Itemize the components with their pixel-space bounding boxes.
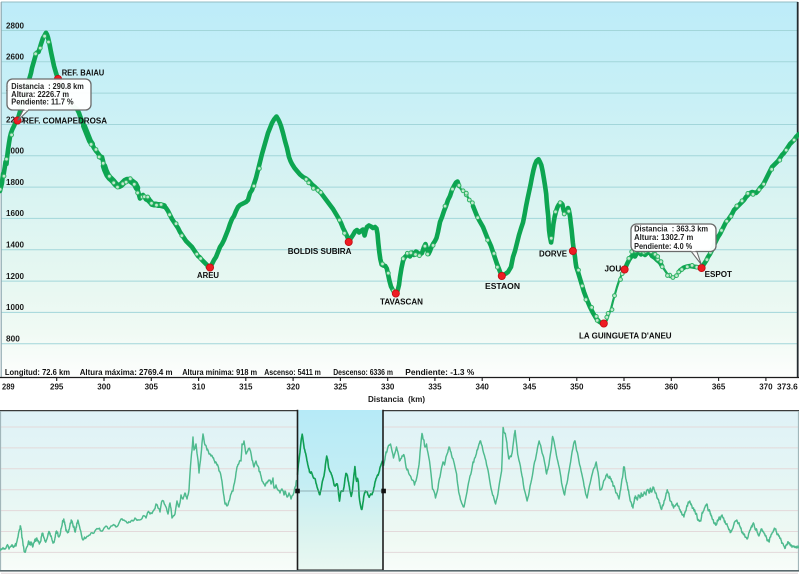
svg-text:TAVASCAN: TAVASCAN bbox=[380, 297, 423, 307]
svg-text:2000: 2000 bbox=[6, 146, 24, 156]
svg-text:330: 330 bbox=[381, 382, 395, 392]
svg-text:2600: 2600 bbox=[6, 52, 24, 62]
svg-text:AREU: AREU bbox=[197, 270, 219, 280]
svg-text:Ascenso: 5411 m: Ascenso: 5411 m bbox=[264, 367, 321, 377]
svg-text:305: 305 bbox=[145, 382, 159, 392]
svg-text:ESPOT: ESPOT bbox=[705, 269, 733, 279]
svg-text:365: 365 bbox=[712, 382, 726, 392]
svg-text:295: 295 bbox=[50, 382, 64, 392]
svg-text:ESTAON: ESTAON bbox=[485, 281, 520, 291]
svg-text:345: 345 bbox=[523, 382, 537, 392]
svg-text:LA GUINGUETA D'ANEU: LA GUINGUETA D'ANEU bbox=[579, 331, 672, 341]
svg-text:300: 300 bbox=[97, 382, 111, 392]
svg-text:Pendiente: 11.7 %: Pendiente: 11.7 % bbox=[11, 97, 74, 107]
svg-text:370: 370 bbox=[759, 382, 773, 392]
svg-text:289: 289 bbox=[2, 382, 15, 392]
svg-text:325: 325 bbox=[334, 382, 348, 392]
svg-text:350: 350 bbox=[570, 382, 584, 392]
svg-text:1400: 1400 bbox=[6, 240, 24, 250]
svg-text:DORVE: DORVE bbox=[539, 249, 567, 259]
svg-text:Distancia : 290.8 km: Distancia : 290.8 km bbox=[11, 81, 84, 91]
svg-text:800: 800 bbox=[6, 334, 20, 344]
svg-text:315: 315 bbox=[239, 382, 253, 392]
svg-text:335: 335 bbox=[428, 382, 442, 392]
svg-text:340: 340 bbox=[476, 382, 490, 392]
svg-text:360: 360 bbox=[665, 382, 679, 392]
svg-text:Descenso: 6336 m: Descenso: 6336 m bbox=[333, 367, 393, 377]
svg-text:Altura: 2226.7 m: Altura: 2226.7 m bbox=[11, 89, 69, 99]
svg-text:Distancia (km): Distancia (km) bbox=[368, 394, 425, 404]
svg-text:373.6: 373.6 bbox=[777, 382, 798, 392]
svg-text:Altura máxima: 2769.4 m: Altura máxima: 2769.4 m bbox=[80, 367, 173, 377]
svg-text:JOU: JOU bbox=[605, 264, 622, 274]
svg-text:Pendiente: 4.0 %: Pendiente: 4.0 % bbox=[634, 241, 693, 251]
svg-text:1800: 1800 bbox=[6, 177, 24, 187]
svg-text:310: 310 bbox=[192, 382, 206, 392]
svg-text:Longitud: 72.6 km: Longitud: 72.6 km bbox=[5, 367, 70, 377]
svg-text:REF. BAIAU: REF. BAIAU bbox=[62, 68, 105, 78]
svg-text:355: 355 bbox=[617, 382, 631, 392]
svg-text:Altura: 1302.7 m: Altura: 1302.7 m bbox=[634, 232, 693, 242]
svg-text:2800: 2800 bbox=[6, 20, 24, 30]
svg-text:Pendiente: -1.3 %: Pendiente: -1.3 % bbox=[405, 367, 474, 377]
svg-text:1000: 1000 bbox=[6, 302, 24, 312]
svg-text:Distancia : 363.3 km: Distancia : 363.3 km bbox=[634, 223, 708, 233]
svg-text:Altura mínima: 918 m: Altura mínima: 918 m bbox=[182, 367, 257, 377]
svg-text:BOLDIS SUBIRA: BOLDIS SUBIRA bbox=[288, 246, 352, 256]
svg-text:REF. COMAPEDROSA: REF. COMAPEDROSA bbox=[23, 116, 107, 126]
svg-text:320: 320 bbox=[286, 382, 300, 392]
svg-text:1600: 1600 bbox=[6, 208, 24, 218]
svg-text:1200: 1200 bbox=[6, 271, 24, 281]
